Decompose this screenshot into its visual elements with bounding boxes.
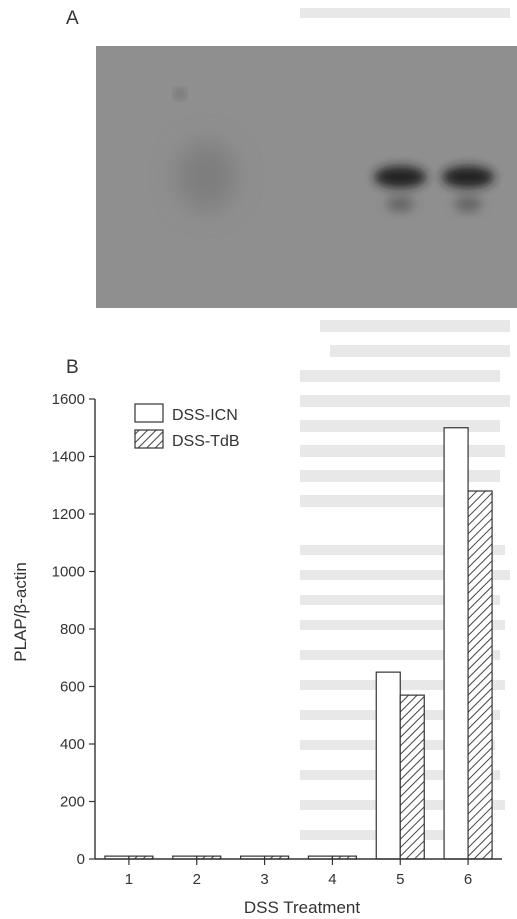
bar-dss-tdb-5 (399, 694, 425, 860)
y-tick-label: 400 (60, 736, 85, 753)
y-tick-label: 600 (60, 679, 85, 696)
y-tick-label: 200 (60, 794, 85, 811)
blot-speck (176, 90, 184, 98)
bar-dss-icn-6 (443, 427, 469, 860)
bar-dss-tdb-6 (467, 490, 493, 860)
x-tick-label: 4 (328, 871, 336, 888)
legend-swatch-dss-icn (134, 403, 164, 423)
panel-b-label: B (66, 357, 79, 378)
northern-blot-image (96, 46, 517, 308)
legend-label-dss-tdb: DSS-TdB (172, 433, 240, 450)
x-tick-label: 2 (193, 871, 201, 888)
x-tick-label: 3 (260, 871, 268, 888)
blot-band-lane-6 (442, 166, 495, 212)
x-tick-label: 5 (396, 871, 404, 888)
legend-label-dss-icn: DSS-ICN (172, 407, 238, 424)
x-tick-label: 1 (125, 871, 133, 888)
legend: DSS-ICN DSS-TdB (134, 403, 240, 450)
x-tick-label: 6 (464, 871, 472, 888)
y-axis-title: PLAP/β-actin (11, 562, 30, 662)
y-tick-label: 0 (77, 851, 85, 868)
y-tick-label: 800 (60, 621, 85, 638)
y-tick-label: 1200 (52, 506, 85, 523)
y-tick-label: 1600 (52, 391, 85, 408)
blot-band-lane-5 (374, 166, 427, 212)
legend-swatch-dss-tdb (134, 429, 164, 449)
blot-smear (176, 141, 236, 211)
panel-a-label: A (66, 8, 79, 29)
y-tick-label: 1000 (52, 564, 85, 581)
bar-dss-icn-5 (375, 671, 401, 860)
y-tick-label: 1400 (52, 449, 85, 466)
x-axis-title: DSS Treatment (244, 898, 360, 917)
blot-bands (176, 90, 495, 212)
